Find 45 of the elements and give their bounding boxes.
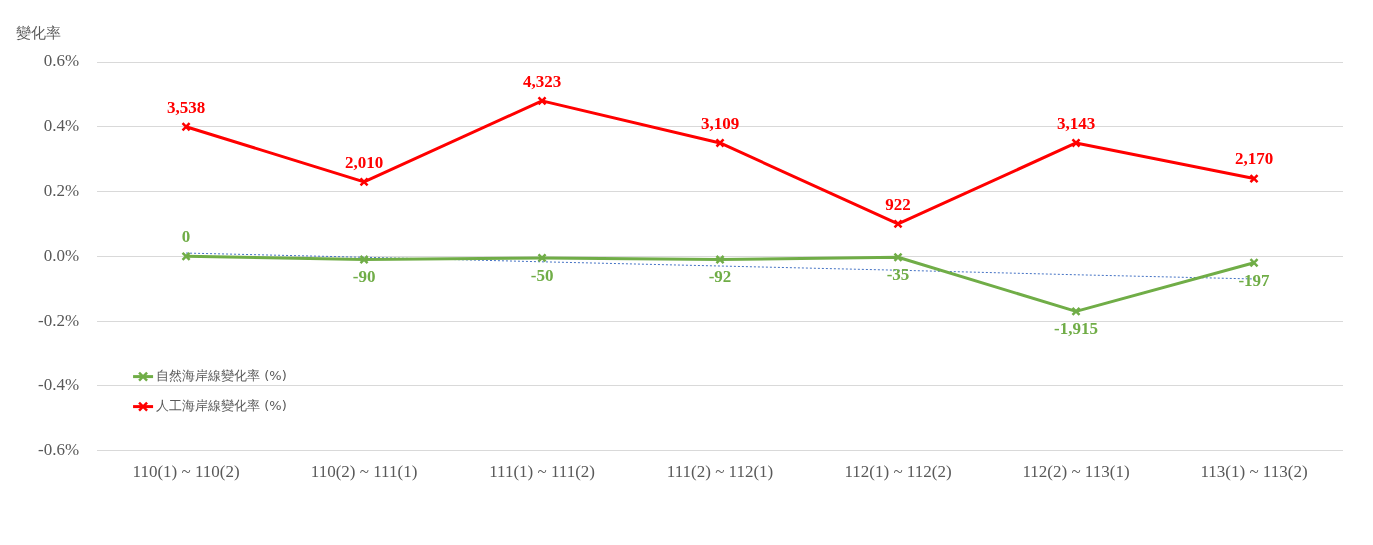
annotation: -50 (530, 265, 554, 285)
annotation: -197 (1238, 270, 1271, 290)
x-tick-label: 112(1) ~ 112(2) (844, 462, 952, 482)
annotation: 0 (181, 227, 191, 247)
y-tick-label: -0.4% (37, 375, 80, 395)
annotation: 2,010 (344, 152, 384, 172)
annotation: -35 (886, 265, 910, 285)
point (1249, 257, 1259, 268)
annotation: -92 (708, 267, 732, 287)
x-tick-label: 110(2) ~ 111(1) (310, 462, 418, 482)
annotation: 3,143 (1056, 113, 1096, 133)
point (181, 251, 191, 262)
y-tick-label: 0.0% (43, 245, 80, 265)
point (359, 177, 369, 187)
annotation: 4,323 (522, 71, 562, 91)
x-tick-label: 111(1) ~ 111(2) (489, 462, 595, 482)
point (893, 219, 903, 229)
legend-label: 人工海岸線變化率 (%) (156, 397, 287, 413)
point (1071, 306, 1081, 317)
point (893, 252, 903, 263)
annotation: 3,109 (700, 113, 740, 133)
point (1071, 138, 1081, 148)
point (181, 121, 191, 132)
point (537, 253, 547, 263)
annotation: 922 (885, 194, 911, 214)
annotation: -1,915 (1054, 319, 1098, 339)
point (1249, 173, 1259, 184)
x-tick-label: 112(2) ~ 113(1) (1022, 462, 1130, 482)
annotation: -90 (352, 267, 376, 287)
point (715, 138, 725, 148)
y-tick-label: -0.6% (37, 440, 80, 460)
x-tick-label: 111(2) ~ 112(1) (666, 462, 774, 482)
x-tick-label: 113(1) ~ 113(2) (1200, 462, 1308, 482)
legend-label: 自然海岸線變化率 (%) (156, 367, 287, 383)
point (359, 254, 369, 265)
y-tick-label: 0.2% (43, 181, 80, 200)
y-tick-label: -0.2% (37, 310, 80, 330)
annotation: 2,170 (1234, 149, 1274, 169)
point (715, 254, 725, 265)
y-tick-label: 0.4% (43, 116, 80, 136)
x-tick-label: 110(1) ~ 110(2) (132, 462, 240, 482)
annotation: 3,538 (166, 97, 206, 117)
y-axis-title: 變化率 (16, 23, 61, 42)
point (537, 96, 547, 106)
y-tick-label: 0.6% (43, 51, 80, 71)
